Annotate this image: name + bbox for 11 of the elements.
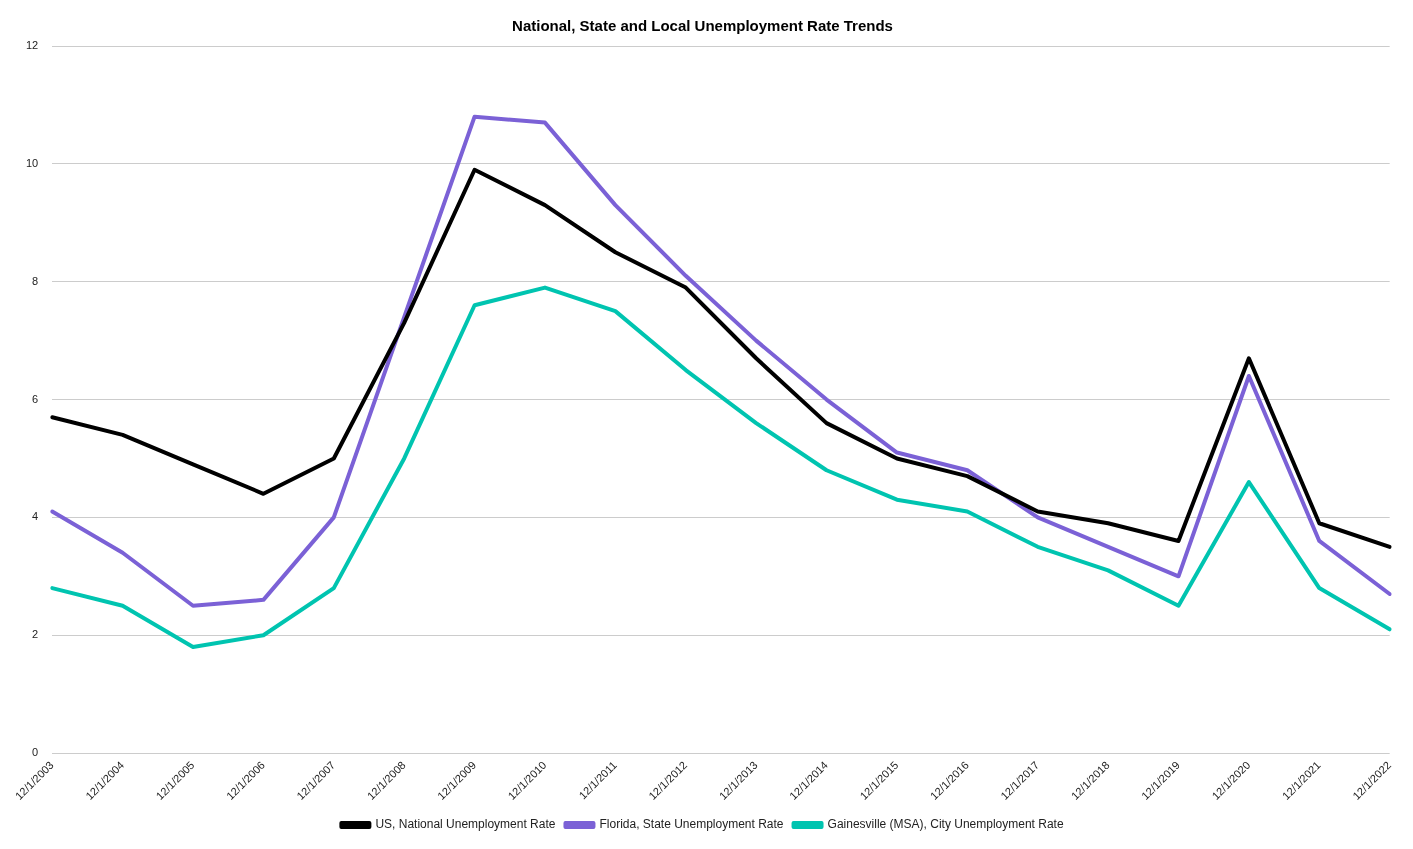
y-tick-label: 0 <box>32 746 39 759</box>
legend-label: Gainesville (MSA), City Unemployment Rate <box>827 817 1064 832</box>
y-tick-label: 12 <box>25 39 39 52</box>
y-tick-label: 6 <box>32 392 39 405</box>
legend-label: Florida, State Unemployment Rate <box>599 817 784 832</box>
chart-title: National, State and Local Unemployment Rate Trends <box>512 17 893 35</box>
legend-label: US, National Unemployment Rate <box>375 817 556 832</box>
y-tick-label: 4 <box>32 510 39 523</box>
y-tick-label: 2 <box>32 628 39 641</box>
y-tick-label: 10 <box>25 156 39 169</box>
y-tick-label: 8 <box>32 274 39 287</box>
